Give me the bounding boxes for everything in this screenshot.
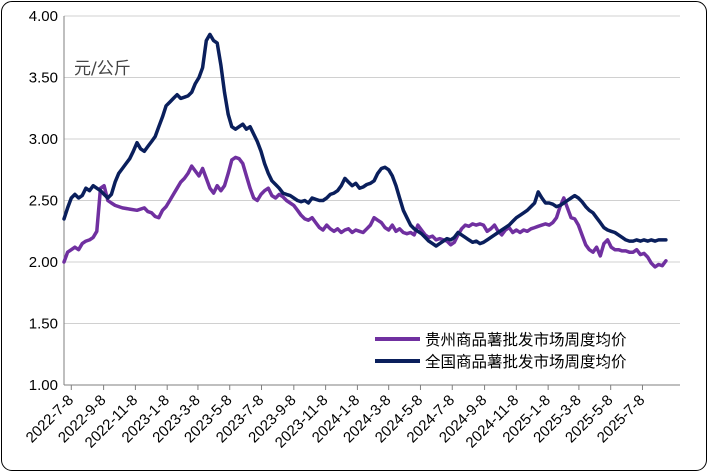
series-line-guizhou — [62, 155, 668, 269]
y-tick-label: 4.00 — [29, 8, 58, 25]
legend: 贵州商品薯批发市场周度均价 全国商品薯批发市场周度均价 — [375, 331, 627, 371]
axes — [63, 16, 680, 390]
series-lines — [62, 32, 668, 269]
y-tick-label: 1.50 — [29, 316, 58, 333]
unit-label: 元/公斤 — [74, 59, 131, 79]
legend-label-guizhou: 贵州商品薯批发市场周度均价 — [425, 331, 627, 349]
y-tick-label: 3.50 — [29, 70, 58, 87]
gridlines — [64, 15, 680, 386]
legend-label-national: 全国商品薯批发市场周度均价 — [425, 353, 627, 371]
y-tick-label: 2.00 — [29, 254, 58, 271]
x-tick-labels: 2022-7-82022-9-82022-11-82023-1-82023-3-… — [23, 392, 649, 452]
y-tick-label: 2.50 — [29, 193, 58, 210]
y-tick-label: 1.00 — [29, 377, 58, 394]
y-tick-labels: 1.00 1.50 2.00 2.50 3.00 3.50 4.00 — [29, 8, 58, 394]
y-tick-label: 3.00 — [29, 131, 58, 148]
series-line-national — [62, 32, 668, 248]
